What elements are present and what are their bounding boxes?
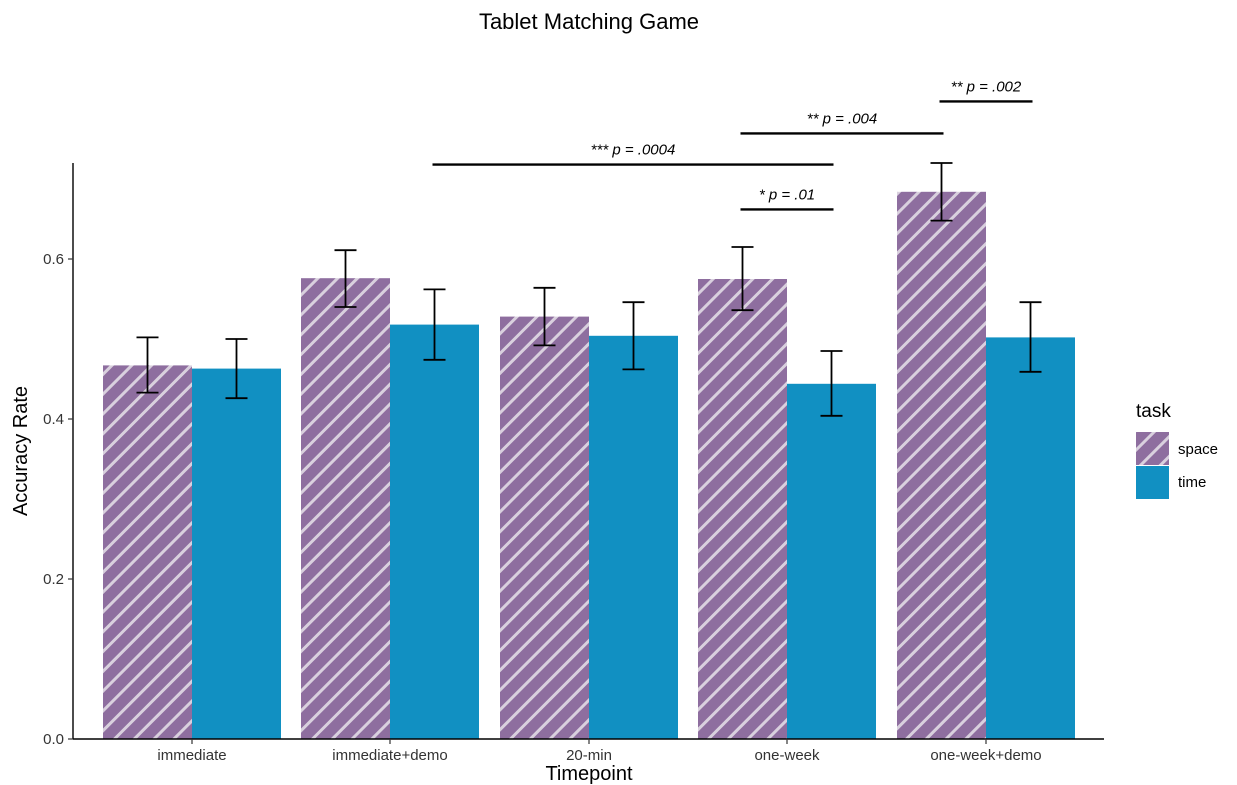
y-tick-label: 0.2 — [43, 571, 64, 588]
error-bar-space-immediate+demo — [334, 249, 357, 308]
legend-label-time: time — [1178, 474, 1206, 491]
error-bar-time-one-week — [820, 350, 843, 417]
significance-label: * p = .01 — [759, 186, 815, 203]
x-tick-label: immediate — [157, 747, 226, 764]
legend-swatch-space — [1136, 432, 1169, 465]
bar-space-immediate — [103, 365, 192, 739]
bar-time-one-week+demo — [986, 337, 1075, 739]
bar-space-20-min — [500, 316, 589, 739]
error-bar-space-20-min — [533, 286, 556, 347]
x-tick-label: one-week+demo — [930, 747, 1041, 764]
y-tick-label: 0.4 — [43, 411, 64, 428]
error-bar-time-20-min — [622, 301, 645, 371]
legend-label-space: space — [1178, 441, 1218, 458]
significance-label: *** p = .0004 — [591, 142, 676, 159]
x-axis-title: Timepoint — [545, 763, 633, 785]
y-axis-ticks: 0.0 0.2 0.4 0.6 — [43, 251, 73, 748]
bar-time-20-min — [589, 335, 678, 739]
y-axis-title: Accuracy Rate — [10, 386, 32, 516]
chart-title: Tablet Matching Game — [479, 9, 699, 34]
significance-label: ** p = .002 — [951, 78, 1022, 95]
bar-time-one-week — [787, 383, 876, 739]
x-tick-label: one-week — [754, 747, 820, 764]
bar-space-one-week+demo — [897, 191, 986, 740]
error-bar-time-immediate — [225, 338, 248, 400]
x-axis-ticks: immediate immediate+demo 20-min one-week one… — [157, 739, 1042, 764]
error-bar-space-one-week — [731, 246, 754, 312]
error-bar-time-immediate+demo — [423, 288, 446, 361]
bar-time-immediate — [192, 368, 281, 739]
y-tick-label: 0.0 — [43, 731, 64, 748]
bar-space-one-week — [698, 279, 787, 739]
legend-swatch-time — [1136, 466, 1169, 499]
significance-label: ** p = .004 — [807, 110, 877, 127]
x-tick-label: 20-min — [566, 747, 612, 764]
error-bar-time-one-week+demo — [1019, 301, 1042, 373]
plot-area — [103, 162, 1075, 740]
legend-title: task — [1136, 401, 1171, 422]
y-tick-label: 0.6 — [43, 251, 64, 268]
bar-time-immediate+demo — [390, 324, 479, 739]
significance-annotations: *** p = .0004 * p = .01 ** p = .004 ** p = … — [432, 78, 1033, 211]
error-bar-space-immediate — [136, 336, 159, 394]
error-bar-space-one-week+demo — [930, 162, 953, 222]
bar-space-immediate+demo — [301, 278, 390, 739]
legend: task space time — [1136, 401, 1218, 499]
x-tick-label: immediate+demo — [332, 747, 447, 764]
